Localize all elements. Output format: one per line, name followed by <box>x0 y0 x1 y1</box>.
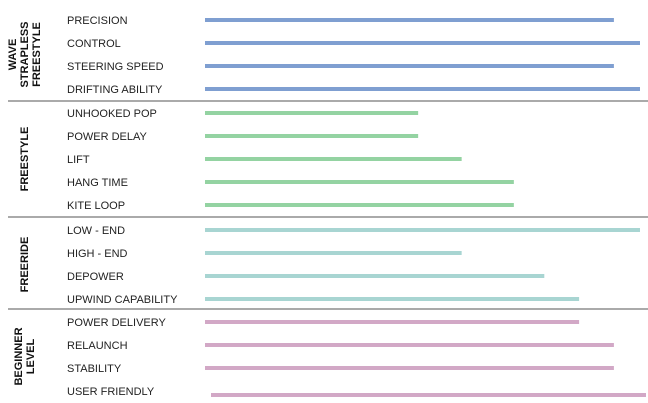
group-label: BEGINNERLEVEL <box>13 327 37 385</box>
performance-bar <box>205 228 640 232</box>
row-label: DEPOWER <box>67 271 124 283</box>
performance-bar <box>205 111 419 115</box>
performance-bar <box>205 366 614 370</box>
row-label: CONTROL <box>67 38 121 50</box>
group-label: FREESTYLE <box>19 127 31 192</box>
performance-bar <box>205 41 640 45</box>
performance-bar <box>205 87 640 91</box>
performance-bar <box>205 134 419 138</box>
row-label: STABILITY <box>67 363 122 375</box>
performance-bar <box>211 393 646 397</box>
group-label: FREERIDE <box>19 237 31 293</box>
row-label: PRECISION <box>67 15 128 27</box>
row-label: KITE LOOP <box>67 200 125 212</box>
performance-bar <box>205 297 580 301</box>
row-label: DRIFTING ABILITY <box>67 84 163 96</box>
row-label: LOW - END <box>67 225 125 237</box>
performance-bar <box>205 343 614 347</box>
performance-bar <box>205 203 514 207</box>
row-label: UPWIND CAPABILITY <box>67 294 178 306</box>
row-label: HIGH - END <box>67 248 128 260</box>
performance-bar <box>205 18 614 22</box>
row-label: RELAUNCH <box>67 340 128 352</box>
row-label: POWER DELIVERY <box>67 317 166 329</box>
row-label: HANG TIME <box>67 177 128 189</box>
row-label: STEERING SPEED <box>67 61 164 73</box>
performance-bar <box>205 274 545 278</box>
performance-bar <box>205 64 614 68</box>
performance-bar <box>205 251 462 255</box>
performance-bar <box>205 157 462 161</box>
performance-bar <box>205 180 514 184</box>
group-label: WAVESTRAPLESSFREESTYLE <box>7 21 43 87</box>
row-label: POWER DELAY <box>67 131 148 143</box>
row-label: USER FRIENDLY <box>67 386 155 398</box>
row-label: UNHOOKED POP <box>67 108 157 120</box>
performance-bar <box>205 320 580 324</box>
row-label: LIFT <box>67 154 90 166</box>
